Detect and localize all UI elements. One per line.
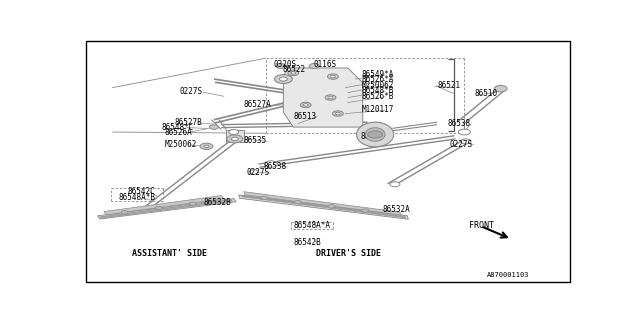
Text: 86526A: 86526A — [164, 128, 192, 137]
Text: 86548A*B: 86548A*B — [118, 193, 156, 202]
Text: 86527A: 86527A — [244, 100, 271, 109]
Circle shape — [390, 182, 400, 187]
Polygon shape — [241, 196, 406, 218]
Text: M250062: M250062 — [362, 81, 394, 90]
Polygon shape — [227, 130, 244, 142]
Circle shape — [204, 145, 209, 148]
Polygon shape — [239, 195, 408, 219]
Circle shape — [260, 196, 268, 200]
Text: M120117: M120117 — [362, 105, 394, 114]
Text: 86535: 86535 — [244, 136, 267, 145]
Text: ASSISTANT' SIDE: ASSISTANT' SIDE — [132, 250, 207, 259]
Text: A870001103: A870001103 — [486, 272, 529, 278]
Circle shape — [328, 96, 333, 99]
Polygon shape — [284, 68, 363, 127]
Text: 86526*B: 86526*B — [362, 92, 394, 101]
Circle shape — [249, 170, 258, 174]
Circle shape — [328, 74, 339, 79]
Text: 86527B: 86527B — [174, 118, 202, 127]
Circle shape — [209, 125, 218, 129]
Circle shape — [200, 143, 213, 149]
Text: 0227S: 0227S — [246, 168, 269, 177]
Text: 0227S: 0227S — [449, 140, 473, 149]
Circle shape — [288, 70, 299, 76]
Polygon shape — [244, 192, 401, 215]
Circle shape — [330, 75, 335, 78]
Text: 86548*C: 86548*C — [162, 123, 194, 132]
Text: 86522: 86522 — [282, 65, 305, 74]
Circle shape — [303, 104, 308, 106]
Text: 86549*A: 86549*A — [362, 70, 394, 79]
Circle shape — [291, 72, 296, 74]
Text: M250062: M250062 — [164, 140, 196, 149]
Text: 86538: 86538 — [264, 162, 287, 171]
Circle shape — [275, 75, 292, 84]
Text: 86532A: 86532A — [383, 205, 410, 214]
Circle shape — [461, 139, 471, 144]
Circle shape — [367, 131, 383, 138]
Text: 86548A*A: 86548A*A — [293, 221, 330, 230]
Circle shape — [156, 206, 162, 210]
Circle shape — [189, 202, 196, 205]
Circle shape — [458, 129, 470, 135]
Text: FRONT: FRONT — [469, 221, 494, 230]
Text: 86510: 86510 — [474, 89, 497, 98]
Circle shape — [121, 211, 128, 214]
Ellipse shape — [365, 128, 385, 141]
Text: DRIVER'S SIDE: DRIVER'S SIDE — [316, 250, 381, 259]
Text: 86526*A: 86526*A — [362, 75, 394, 84]
Circle shape — [276, 64, 286, 68]
Circle shape — [494, 85, 507, 92]
Circle shape — [328, 205, 335, 208]
Circle shape — [332, 111, 344, 116]
Circle shape — [300, 102, 311, 108]
Polygon shape — [100, 200, 232, 218]
Circle shape — [294, 200, 301, 204]
Text: 86542B: 86542B — [293, 238, 321, 247]
Ellipse shape — [356, 122, 394, 147]
Circle shape — [325, 95, 336, 100]
Text: 86513: 86513 — [293, 111, 316, 121]
Polygon shape — [104, 196, 224, 215]
Circle shape — [280, 77, 287, 81]
Circle shape — [309, 64, 319, 68]
Circle shape — [362, 209, 369, 212]
Text: 86521: 86521 — [437, 81, 460, 90]
Text: 86548*B: 86548*B — [362, 86, 394, 95]
Text: 0116S: 0116S — [313, 60, 336, 69]
Text: 86542C: 86542C — [127, 187, 155, 196]
Text: 86532B: 86532B — [204, 198, 232, 207]
Circle shape — [264, 161, 277, 167]
Circle shape — [227, 135, 243, 143]
Text: 0320S: 0320S — [273, 60, 296, 69]
Polygon shape — [97, 198, 236, 219]
Circle shape — [335, 112, 340, 115]
Circle shape — [231, 137, 238, 141]
Circle shape — [228, 130, 239, 134]
Text: 86511: 86511 — [360, 132, 383, 141]
Text: 86538: 86538 — [447, 119, 470, 128]
Text: 0227S: 0227S — [179, 87, 202, 96]
